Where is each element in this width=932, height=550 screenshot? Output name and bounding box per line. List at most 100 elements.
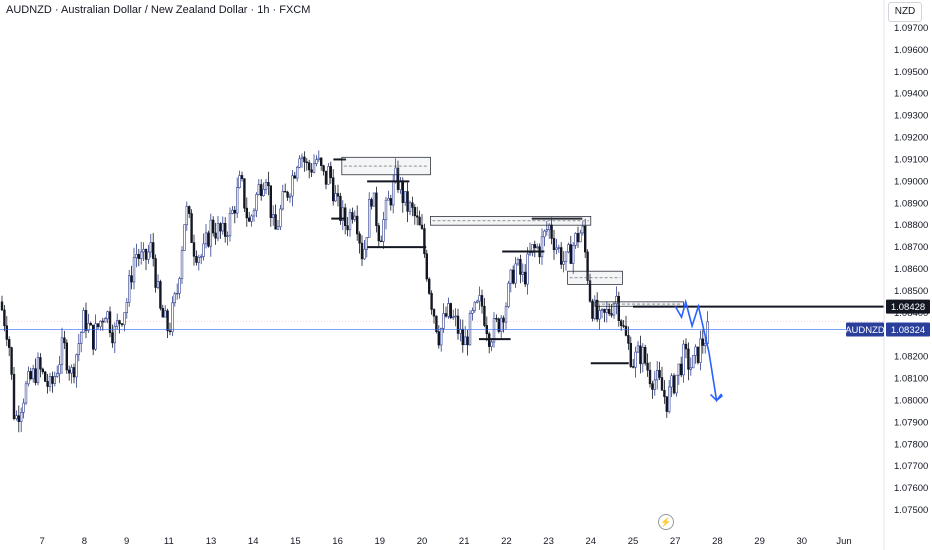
y-tick-label-14: 1.08200 <box>894 352 928 363</box>
candle-body-157 <box>377 225 380 242</box>
candle-body-167 <box>401 180 404 203</box>
candle-body-275 <box>660 377 664 391</box>
zone-box-1 <box>430 216 592 226</box>
candle-body-181 <box>435 315 438 332</box>
candle-body-257 <box>617 295 621 322</box>
candle-body-163 <box>391 180 395 206</box>
candle-body-140 <box>336 193 340 197</box>
candle-body-139 <box>334 193 337 202</box>
candle-body-147 <box>353 215 356 220</box>
candle-body-150 <box>360 242 364 260</box>
candle-body-45 <box>108 311 112 334</box>
candle-body-73 <box>176 292 179 295</box>
candle-body-252 <box>605 308 609 313</box>
candle-body-108 <box>259 184 263 196</box>
candle-body-177 <box>425 253 428 280</box>
candle-body-225 <box>540 236 544 258</box>
candle-body-249 <box>598 310 601 320</box>
x-tick-label-17: 29 <box>754 536 765 547</box>
candle-body-5 <box>12 374 16 419</box>
candle-body-36 <box>87 323 90 331</box>
candle-body-161 <box>387 198 390 201</box>
price-tag-value-0: 1.08428 <box>891 302 925 313</box>
candle-body-119 <box>286 191 289 198</box>
candle-body-69 <box>166 310 169 332</box>
candle-body-188 <box>451 316 455 319</box>
candle-body-244 <box>586 251 589 281</box>
candle-body-153 <box>367 199 371 238</box>
candle-body-250 <box>600 308 604 311</box>
candle-body-154 <box>370 199 373 207</box>
candle-body-165 <box>396 167 400 190</box>
candle-body-281 <box>675 374 678 394</box>
candle-body-1 <box>3 309 6 327</box>
candle-body-209 <box>502 317 505 323</box>
y-tick-label-4: 1.09300 <box>894 111 928 122</box>
y-tick-label-5: 1.09200 <box>894 133 928 144</box>
candle-body-8 <box>19 412 23 422</box>
candle-body-158 <box>379 240 383 243</box>
candle-body-33 <box>80 332 83 344</box>
currency-button[interactable]: NZD <box>888 2 922 22</box>
x-tick-label-9: 20 <box>417 536 428 547</box>
candle-body-15 <box>36 357 40 384</box>
candle-body-198 <box>475 300 479 303</box>
candle-body-222 <box>533 244 537 249</box>
candle-body-195 <box>468 313 472 346</box>
candle-body-228 <box>547 224 551 231</box>
candle-body-279 <box>670 375 673 388</box>
candle-body-116 <box>279 208 282 228</box>
candle-body-26 <box>63 337 66 344</box>
x-tick-label-18: 30 <box>797 536 808 547</box>
candle-body-248 <box>595 299 599 320</box>
candle-body-6 <box>15 415 18 419</box>
candle-body-273 <box>655 370 659 381</box>
candle-body-94 <box>226 235 229 237</box>
candle-body-40 <box>96 323 100 328</box>
y-tick-label-19: 1.07700 <box>894 461 928 472</box>
candle-body-65 <box>156 281 160 288</box>
candle-body-70 <box>168 330 172 333</box>
candle-body-132 <box>317 157 320 160</box>
x-tick-label-8: 19 <box>375 536 386 547</box>
candle-body-125 <box>300 156 304 160</box>
candle-body-218 <box>523 271 527 285</box>
bolt-icon[interactable]: ⚡ <box>658 514 674 530</box>
candle-body-145 <box>348 212 352 231</box>
candle-body-7 <box>17 415 20 422</box>
y-tick-label-15: 1.08100 <box>894 374 928 385</box>
y-tick-label-0: 1.09700 <box>894 23 928 34</box>
x-tick-label-13: 24 <box>586 536 597 547</box>
candle-body-189 <box>454 315 457 318</box>
candle-body-16 <box>39 357 42 370</box>
candle-body-192 <box>461 328 464 346</box>
y-tick-label-12: 1.08500 <box>894 286 928 297</box>
candle-body-0 <box>0 301 4 311</box>
candle-body-178 <box>427 278 431 294</box>
candle-body-28 <box>68 369 71 374</box>
candle-body-260 <box>624 325 628 336</box>
candle-body-240 <box>576 233 580 243</box>
candle-body-280 <box>672 375 676 394</box>
candle-body-29 <box>70 367 73 374</box>
candle-body-47 <box>113 325 117 344</box>
candle-body-221 <box>531 244 534 253</box>
price-tag-symbol-bg-1 <box>846 322 884 337</box>
candle-body-90 <box>216 223 220 239</box>
candle-body-292 <box>701 338 705 346</box>
candle-body-211 <box>507 282 510 307</box>
candle-body-51 <box>123 312 126 326</box>
candle-body-53 <box>128 275 131 303</box>
candle-body-238 <box>571 245 575 264</box>
candle-body-159 <box>382 219 385 242</box>
chart-title: AUDNZD · Australian Dollar / New Zealand… <box>6 4 311 16</box>
candle-body-205 <box>492 318 496 343</box>
candle-body-136 <box>327 166 330 185</box>
candle-body-115 <box>276 226 280 230</box>
candle-body-243 <box>583 225 587 253</box>
candle-body-284 <box>682 343 685 376</box>
candle-body-290 <box>696 346 700 363</box>
price-tag-1: AUDNZD 1.08324 <box>845 322 930 337</box>
candle-body-129 <box>310 169 313 173</box>
